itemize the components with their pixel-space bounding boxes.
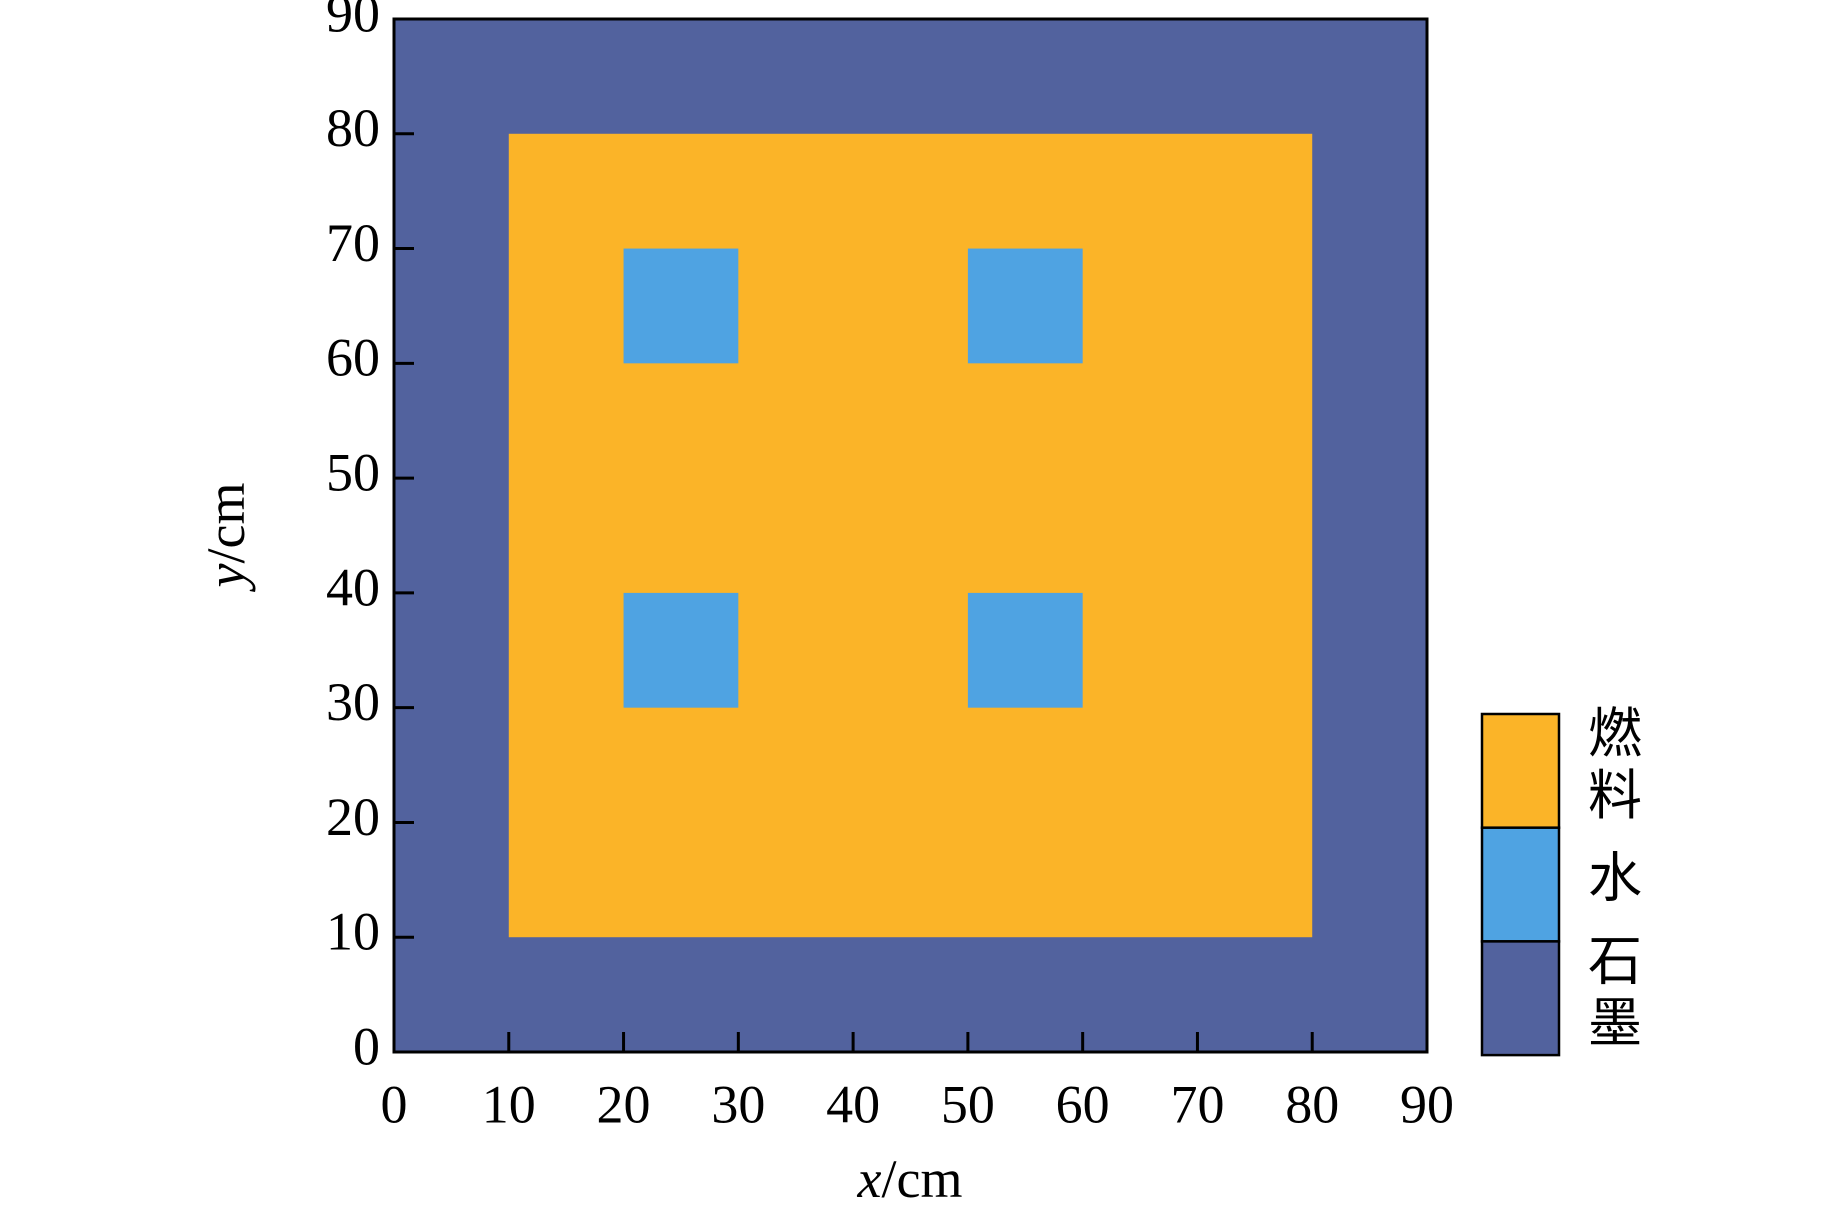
- y-tick-label: 40: [326, 557, 380, 617]
- legend-label: 水: [1588, 849, 1642, 909]
- region: [967, 248, 1083, 364]
- y-tick-label: 30: [326, 672, 380, 732]
- y-tick-label: 0: [353, 1016, 380, 1076]
- x-tick-label: 40: [826, 1074, 880, 1134]
- y-tick-label: 90: [326, 0, 380, 43]
- legend-swatch: [1480, 712, 1561, 829]
- legend-swatch: [1480, 940, 1561, 1057]
- x-tick-label: 60: [1056, 1074, 1110, 1134]
- legend-label: 燃料: [1588, 704, 1642, 826]
- region: [967, 592, 1083, 708]
- y-tick-label: 60: [326, 328, 380, 388]
- y-tick-label: 20: [326, 787, 380, 847]
- x-tick-label: 90: [1400, 1074, 1454, 1134]
- x-axis-label: x/cm: [857, 1149, 963, 1207]
- x-tick-label: 20: [597, 1074, 651, 1134]
- y-tick-label: 70: [326, 213, 380, 273]
- y-tick-label: 50: [326, 443, 380, 503]
- y-axis-label: y/cm: [196, 483, 256, 593]
- plot-area: [394, 19, 1427, 1052]
- x-tick-label: 10: [482, 1074, 536, 1134]
- region: [623, 592, 739, 708]
- region: [623, 248, 739, 364]
- x-tick-label: 50: [941, 1074, 995, 1134]
- y-tick-label: 80: [326, 98, 380, 158]
- plot-frame: [392, 17, 1429, 1054]
- y-tick-label: 10: [326, 902, 380, 962]
- x-tick-label: 0: [381, 1074, 408, 1134]
- x-tick-label: 30: [711, 1074, 765, 1134]
- x-tick-label: 80: [1285, 1074, 1339, 1134]
- legend-swatch: [1480, 826, 1561, 943]
- legend-label: 石墨: [1588, 932, 1642, 1054]
- x-tick-label: 70: [1170, 1074, 1224, 1134]
